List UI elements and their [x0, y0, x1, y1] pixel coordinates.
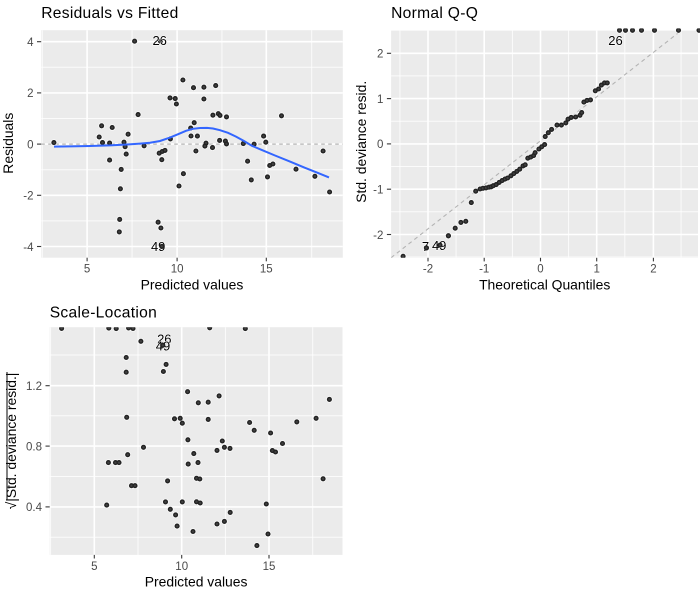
svg-text:Predicted values: Predicted values	[141, 276, 244, 292]
svg-text:Theoretical Quantiles: Theoretical Quantiles	[479, 276, 610, 292]
svg-text:0.8: 0.8	[26, 441, 42, 453]
svg-text:49: 49	[151, 239, 165, 254]
svg-text:-1: -1	[479, 264, 489, 276]
svg-text:1: 1	[377, 94, 383, 106]
svg-text:2: 2	[27, 88, 33, 100]
svg-text:0.4: 0.4	[26, 502, 43, 514]
svg-text:0: 0	[537, 264, 543, 276]
svg-text:15: 15	[263, 561, 276, 573]
svg-text:Predicted values: Predicted values	[145, 574, 248, 590]
svg-text:Normal Q-Q: Normal Q-Q	[391, 5, 478, 22]
svg-text:2: 2	[377, 49, 383, 61]
svg-text:4: 4	[27, 37, 34, 49]
svg-text:26: 26	[157, 332, 171, 347]
svg-text:1.2: 1.2	[26, 381, 42, 393]
svg-text:5: 5	[91, 561, 97, 573]
svg-text:√|Std. deviance resid.|: √|Std. deviance resid.|	[3, 373, 19, 510]
svg-text:1: 1	[593, 264, 599, 276]
svg-text:-4: -4	[23, 242, 34, 254]
svg-text:26: 26	[608, 33, 622, 48]
svg-text:-2: -2	[23, 191, 33, 203]
svg-text:2: 2	[650, 264, 656, 276]
svg-text:15: 15	[260, 264, 273, 276]
svg-text:0: 0	[377, 139, 383, 151]
svg-text:0: 0	[27, 139, 33, 151]
svg-text:-2: -2	[423, 264, 433, 276]
svg-text:10: 10	[171, 264, 184, 276]
svg-text:10: 10	[175, 561, 188, 573]
svg-text:Scale-Location: Scale-Location	[50, 304, 157, 321]
svg-text:26: 26	[152, 33, 166, 48]
svg-text:-1: -1	[373, 185, 383, 197]
svg-text:Residuals vs Fitted: Residuals vs Fitted	[41, 5, 178, 22]
svg-text:5: 5	[84, 264, 90, 276]
svg-text:Residuals: Residuals	[0, 113, 16, 174]
svg-text:Std. deviance resid.: Std. deviance resid.	[353, 81, 369, 203]
svg-text:-2: -2	[373, 230, 383, 242]
